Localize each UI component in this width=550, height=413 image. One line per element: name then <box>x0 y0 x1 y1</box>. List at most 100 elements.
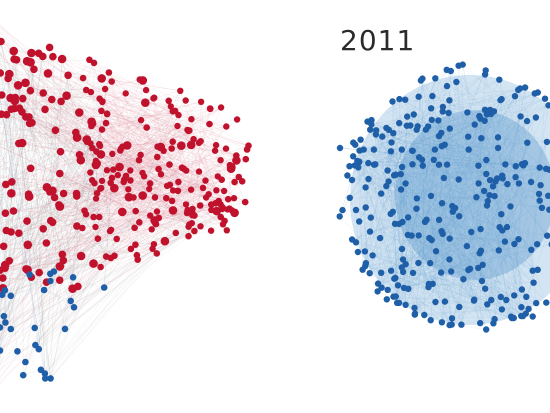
red-node <box>165 97 172 105</box>
right-edge <box>376 130 503 179</box>
right-edge <box>391 142 415 315</box>
blue-node <box>438 129 445 137</box>
right-edge <box>414 195 432 315</box>
right-edge <box>493 111 550 170</box>
left-edge <box>0 72 124 183</box>
red-node <box>223 123 230 130</box>
blue-node <box>493 175 501 182</box>
right-edge <box>358 120 485 163</box>
right-edge <box>468 137 499 150</box>
right-edge <box>442 147 499 234</box>
right-edge <box>355 144 496 182</box>
left-edge <box>30 62 46 374</box>
red-node <box>219 221 227 228</box>
red-node <box>0 91 6 99</box>
right-edge <box>363 149 549 196</box>
right-edge <box>485 183 520 289</box>
left-edge <box>55 130 113 179</box>
right-edge <box>369 211 393 274</box>
right-edge <box>369 231 505 242</box>
blue-node <box>354 248 362 256</box>
red-node <box>51 126 60 135</box>
right-edge <box>449 159 487 260</box>
red-node <box>137 116 145 124</box>
left-edge <box>108 72 123 147</box>
right-edge <box>513 105 549 319</box>
left-edge <box>0 92 100 99</box>
blue-node <box>361 248 369 255</box>
right-edge <box>405 112 449 265</box>
right-edge <box>418 147 499 264</box>
blue-node <box>427 192 435 200</box>
blue-node <box>425 280 432 288</box>
right-edge <box>365 149 402 264</box>
left-edge <box>52 108 211 223</box>
right-edge <box>394 147 499 224</box>
right-edge <box>392 101 462 325</box>
left-edge <box>0 143 91 268</box>
left-edge <box>28 116 216 204</box>
right-edge <box>365 262 431 321</box>
right-edge <box>429 69 447 239</box>
right-edge <box>392 211 419 264</box>
left-edge <box>5 206 61 323</box>
left-edge <box>0 64 100 99</box>
right-edge <box>430 195 549 321</box>
blue-node <box>525 305 532 313</box>
right-edge <box>359 161 399 286</box>
red-node <box>160 147 167 154</box>
blue-node <box>475 180 482 187</box>
right-edge <box>369 115 480 274</box>
left-edge <box>91 121 159 218</box>
left-edge <box>169 164 189 227</box>
left-edge <box>0 119 142 206</box>
left-edge <box>14 100 249 146</box>
red-node <box>146 180 154 187</box>
red-node <box>212 199 219 207</box>
right-edge <box>441 132 507 301</box>
blue-node <box>427 317 434 324</box>
right-edge <box>403 183 520 289</box>
left-edge <box>0 268 3 295</box>
red-node <box>191 227 198 235</box>
right-edge <box>371 99 501 125</box>
red-node <box>127 177 134 184</box>
left-edge <box>0 295 12 357</box>
left-edge <box>50 148 227 379</box>
red-node <box>87 169 94 176</box>
right-edge <box>387 170 550 210</box>
right-edge <box>377 113 492 292</box>
blue-node <box>512 163 519 170</box>
left-edge <box>0 100 99 239</box>
left-edge <box>19 108 107 257</box>
right-edge <box>489 109 540 168</box>
red-node <box>92 223 99 231</box>
right-edge <box>531 207 543 250</box>
blue-node <box>409 269 417 277</box>
left-edge <box>10 151 61 330</box>
left-edge <box>167 181 235 187</box>
left-edge <box>73 130 189 308</box>
right-edge <box>405 264 433 284</box>
right-edge <box>421 159 475 300</box>
right-edge <box>397 250 482 286</box>
left-edge <box>80 147 162 257</box>
left-edge <box>0 104 135 228</box>
red-node <box>127 245 135 253</box>
right-edge <box>375 134 522 308</box>
red-node <box>213 187 220 194</box>
blue-node <box>384 286 391 294</box>
right-edge <box>432 95 547 143</box>
red-node <box>182 97 189 104</box>
right-edge <box>410 125 526 164</box>
right-edge <box>372 255 522 308</box>
right-edge <box>359 161 503 176</box>
left-edge <box>6 69 35 231</box>
left-edge <box>70 121 92 301</box>
right-edge <box>405 105 549 184</box>
right-edge <box>408 99 502 289</box>
right-edge <box>393 125 407 297</box>
right-edge <box>355 81 457 145</box>
right-edge <box>432 96 475 300</box>
right-edge <box>416 198 475 301</box>
